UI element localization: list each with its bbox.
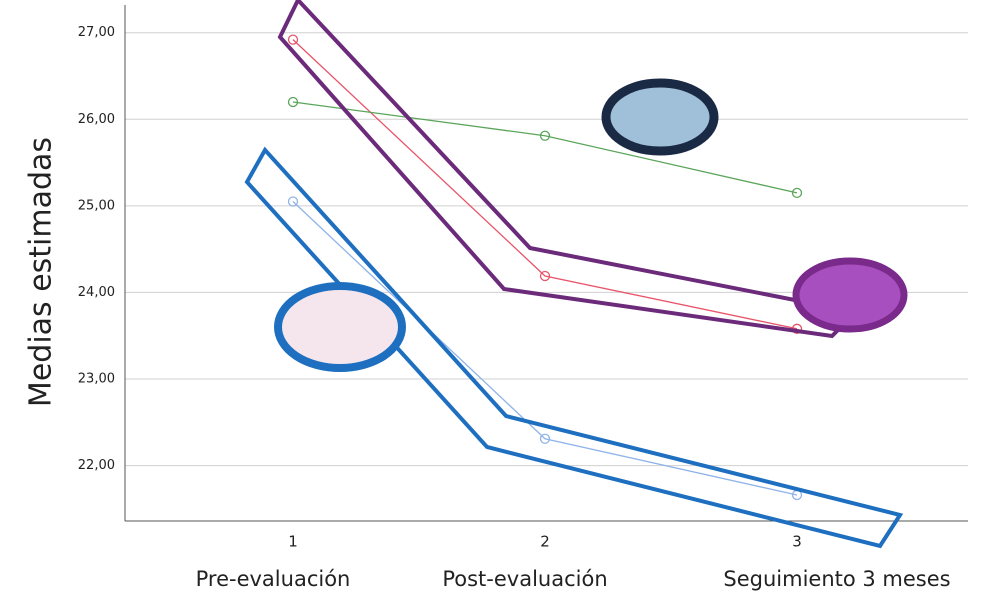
icon bbox=[792, 257, 908, 333]
y-tick-label: 26,00 bbox=[78, 112, 115, 127]
plot bbox=[287, 34, 803, 501]
x-tick-label: 2 bbox=[540, 533, 550, 551]
y-axis-title: Medias estimadas bbox=[24, 137, 59, 407]
y-tick-label: 22,00 bbox=[78, 458, 115, 473]
x-category-label: Post-evaluación bbox=[442, 567, 607, 591]
series-line bbox=[292, 201, 798, 496]
grid bbox=[125, 32, 968, 467]
point bbox=[287, 34, 299, 45]
series-line bbox=[292, 101, 798, 194]
y-tick-label: 25,00 bbox=[78, 198, 115, 213]
icon bbox=[601, 78, 719, 156]
point bbox=[287, 96, 299, 108]
x-category-label: Seguimiento 3 meses bbox=[723, 567, 950, 591]
highlight-outline bbox=[244, 146, 904, 549]
y-tick-label: 23,00 bbox=[78, 372, 115, 387]
y-tick-label: 27,00 bbox=[78, 25, 115, 40]
x-tick-label: 1 bbox=[288, 533, 298, 551]
point bbox=[287, 196, 299, 207]
point bbox=[539, 130, 551, 141]
x-tick-label: 3 bbox=[792, 533, 802, 551]
point bbox=[539, 433, 551, 444]
point bbox=[791, 187, 803, 199]
point bbox=[539, 270, 551, 282]
series-line bbox=[292, 39, 798, 330]
icon bbox=[274, 282, 406, 372]
y-tick-label: 24,00 bbox=[78, 285, 115, 300]
x-category-label: Pre-evaluación bbox=[196, 567, 351, 591]
